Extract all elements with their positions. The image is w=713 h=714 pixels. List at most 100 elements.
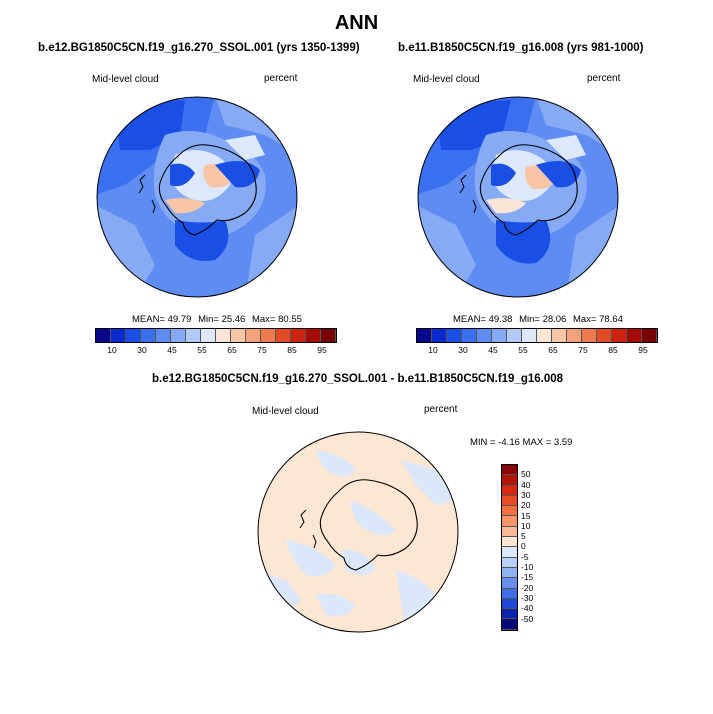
panel-2-min-label: Min= [519, 314, 540, 325]
panel-1-variable: Mid-level cloud [92, 74, 159, 85]
diff-colorbar-tick-label: -5 [521, 551, 529, 562]
diff-polar-map [257, 431, 459, 633]
colorbar-swatch [537, 329, 552, 342]
diff-colorbar-tick-label: 40 [521, 479, 531, 490]
diff-colorbar-swatch [502, 578, 517, 589]
panel-1-colorbar-labels: 10 30 45 55 65 75 85 95 [95, 345, 337, 357]
panel-2-mean-label: MEAN= [453, 314, 486, 325]
colorbar-swatch [477, 329, 492, 342]
panel-1-min-label: Min= [198, 314, 219, 325]
colorbar-tick-label: 45 [488, 345, 498, 355]
diff-colorbar-swatch [502, 475, 517, 486]
colorbar-swatch [186, 329, 201, 342]
colorbar-swatch [216, 329, 231, 342]
colorbar-swatch [231, 329, 246, 342]
panel-2-min: 28.06 [542, 314, 567, 325]
colorbar-tick-label: 30 [458, 345, 468, 355]
panel-2-polar-map [417, 96, 619, 298]
panel-1-mean: 49.79 [167, 314, 192, 325]
colorbar-tick-label: 85 [608, 345, 618, 355]
diff-colorbar-swatch [502, 619, 517, 630]
diff-stats: MIN = -4.16 MAX = 3.59 [470, 437, 573, 448]
colorbar-tick-label: 75 [257, 345, 267, 355]
colorbar-swatch [321, 329, 336, 342]
diff-colorbar-swatch [502, 537, 517, 548]
colorbar-swatch [261, 329, 276, 342]
colorbar-tick-label: 85 [287, 345, 297, 355]
diff-colorbar-tick-label: 10 [521, 520, 531, 531]
colorbar-swatch [276, 329, 291, 342]
colorbar-swatch [582, 329, 597, 342]
colorbar-swatch [111, 329, 126, 342]
colorbar-tick-label: 65 [548, 345, 558, 355]
diff-colorbar-tick-label: 15 [521, 510, 531, 521]
diff-colorbar-tick-label: -40 [521, 603, 534, 614]
panel-2-units: percent [587, 73, 621, 84]
diff-colorbar-swatch [502, 567, 517, 579]
diff-colorbar-labels: 50 40 30 20 15 10 5 0 -5 -10 -15 -20 -30 -40 -50 [521, 464, 551, 634]
diff-colorbar-tick-label: 5 [521, 531, 526, 542]
diff-colorbar-swatch [502, 609, 517, 620]
colorbar-tick-label: 30 [137, 345, 147, 355]
colorbar-tick-label: 55 [197, 345, 207, 355]
colorbar-swatch [507, 329, 522, 342]
colorbar-swatch [201, 329, 216, 342]
colorbar-swatch [432, 329, 447, 342]
colorbar-swatch [306, 329, 321, 342]
diff-colorbar-swatch [502, 598, 517, 610]
colorbar-swatch [291, 329, 306, 342]
colorbar-tick-label: 65 [227, 345, 237, 355]
colorbar-swatch [492, 329, 507, 342]
colorbar-swatch [126, 329, 141, 342]
panel-1-units: percent [264, 73, 298, 84]
panel-1-colorbar [95, 328, 337, 343]
colorbar-swatch [642, 329, 657, 342]
colorbar-tick-label: 75 [578, 345, 588, 355]
panel-2-max-label: Max= [572, 314, 597, 325]
panel-2-max: 78.64 [599, 314, 623, 325]
colorbar-swatch [552, 329, 567, 342]
colorbar-tick-label: 45 [167, 345, 177, 355]
panel-1-polar-map [96, 96, 298, 298]
colorbar-swatch [156, 329, 171, 342]
panel-1-mean-label: MEAN= [132, 314, 165, 325]
panel-1-max-label: Max= [251, 314, 276, 325]
colorbar-swatch [171, 329, 186, 342]
colorbar-tick-label: 10 [428, 345, 438, 355]
colorbar-swatch [447, 329, 462, 342]
panel-2-colorbar [416, 328, 658, 343]
diff-colorbar-swatch [502, 547, 517, 558]
colorbar-swatch [597, 329, 612, 342]
diff-title: b.e12.BG1850C5CN.f19_g16.270_SSOL.001 - … [152, 373, 564, 385]
diff-variable: Mid-level cloud [252, 406, 319, 417]
colorbar-tick-label: 10 [107, 345, 117, 355]
diff-colorbar-tick-label: 20 [521, 500, 531, 511]
diff-colorbar-tick-label: -15 [521, 572, 534, 583]
colorbar-tick-label: 95 [638, 345, 648, 355]
diff-colorbar-swatch [502, 495, 517, 507]
diff-colorbar-swatch [502, 465, 517, 476]
colorbar-swatch [141, 329, 156, 342]
colorbar-swatch [567, 329, 582, 342]
page-title: ANN [334, 12, 379, 34]
colorbar-swatch [462, 329, 477, 342]
diff-colorbar-swatch [502, 516, 517, 527]
colorbar-tick-label: 55 [518, 345, 528, 355]
diff-colorbar-tick-label: 30 [521, 489, 531, 500]
colorbar-swatch [627, 329, 642, 342]
colorbar-swatch [246, 329, 261, 342]
panel-1-max: 80.55 [278, 314, 302, 325]
panel-1-stats: MEAN= 49.79 Min= 25.46 Max= 80.55 [132, 314, 302, 325]
diff-colorbar-swatch [502, 506, 517, 517]
panel-2-title: b.e11.B1850C5CN.f19_g16.008 (yrs 981-100… [398, 42, 644, 54]
colorbar-swatch [417, 329, 432, 342]
colorbar-swatch [96, 329, 111, 342]
diff-colorbar-tick-label: 50 [521, 469, 531, 480]
diff-colorbar-tick-label: -50 [521, 613, 534, 624]
diff-colorbar-swatch [502, 588, 517, 599]
colorbar-tick-label: 95 [317, 345, 327, 355]
colorbar-swatch [522, 329, 537, 342]
panel-2-colorbar-labels: 10 30 45 55 65 75 85 95 [416, 345, 658, 357]
colorbar-swatch [612, 329, 627, 342]
diff-colorbar-swatch [502, 485, 517, 496]
